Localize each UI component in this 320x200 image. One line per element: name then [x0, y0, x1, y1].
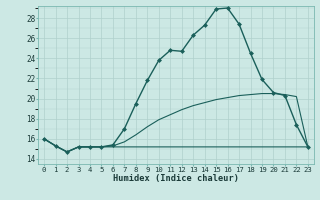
X-axis label: Humidex (Indice chaleur): Humidex (Indice chaleur)	[113, 174, 239, 183]
